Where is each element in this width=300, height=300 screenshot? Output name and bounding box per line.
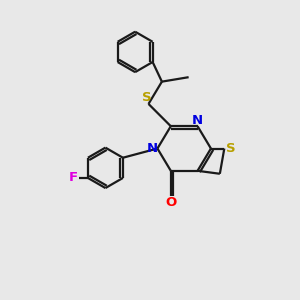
Text: N: N — [146, 142, 158, 155]
Text: F: F — [69, 171, 78, 184]
Text: S: S — [226, 142, 236, 155]
Text: S: S — [142, 92, 152, 104]
Text: N: N — [192, 114, 203, 127]
Text: O: O — [165, 196, 176, 209]
